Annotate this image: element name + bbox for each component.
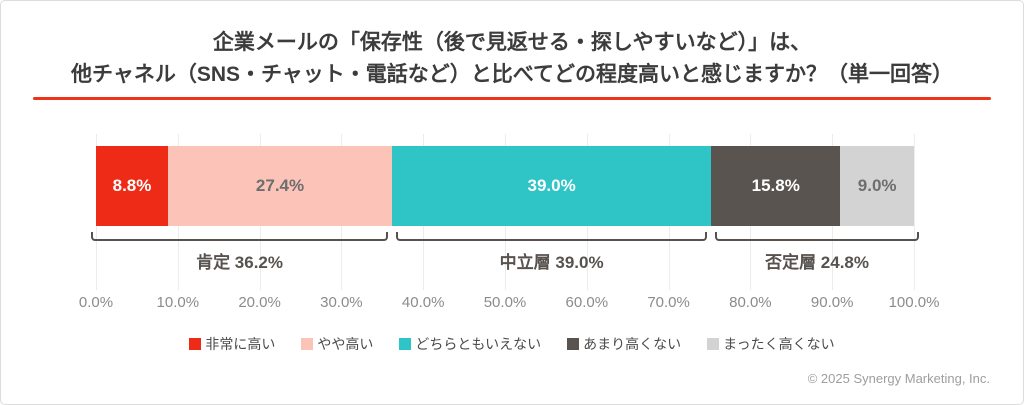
group-label-1: 肯定 36.2% <box>196 253 284 272</box>
x-tick-label-9: 90.0% <box>810 294 854 311</box>
legend-label-3: どちらともいえない <box>415 336 542 352</box>
legend: 非常に高い やや高い どちらともいえない あまり高くない まったく高くない <box>1 334 1023 354</box>
x-tick-label-1: 10.0% <box>156 294 200 311</box>
x-tick-label-0: 0.0% <box>78 294 114 311</box>
group-label-3: 否定層 24.8% <box>765 253 870 272</box>
legend-item-2: やや高い <box>301 334 373 354</box>
bar-segment-4: 15.8% <box>711 146 841 226</box>
legend-swatch-icon <box>399 338 412 350</box>
legend-swatch-icon <box>189 338 202 350</box>
legend-item-5: まったく高くない <box>707 334 835 354</box>
legend-item-4: あまり高くない <box>567 334 681 354</box>
chart-title: 企業メールの「保存性（後で見返せる・探しやすいなど）」は、 他チャネル（SNS・… <box>1 27 1023 91</box>
x-tick-label-3: 30.0% <box>320 294 363 311</box>
legend-label-5: まったく高くない <box>723 336 835 352</box>
title-underline <box>33 97 991 100</box>
legend-swatch-icon <box>567 338 580 350</box>
group-bracket-3 <box>715 232 919 241</box>
x-tick-label-4: 40.0% <box>401 294 445 311</box>
group-bracket-1 <box>91 232 389 241</box>
bar-segment-3: 39.0% <box>392 146 712 226</box>
x-tick-label-8: 80.0% <box>729 294 772 311</box>
bar-segment-5: 9.0% <box>840 146 914 226</box>
legend-swatch-icon <box>301 338 314 350</box>
bar-segment-2: 27.4% <box>167 146 393 226</box>
x-tick-label-2: 20.0% <box>238 294 281 311</box>
copyright-text: © 2025 Synergy Marketing, Inc. <box>807 371 990 386</box>
group-label-2: 中立層 39.0% <box>499 253 604 272</box>
legend-item-3: どちらともいえない <box>399 334 541 354</box>
chart-title-line2: 他チャネル（SNS・チャット・電話など）と比べてどの程度高いと感じますか？（単一… <box>71 63 953 86</box>
legend-item-1: 非常に高い <box>189 334 275 354</box>
x-tick-label-5: 50.0% <box>483 294 527 311</box>
x-tick-label-10: 100.0% <box>888 294 940 311</box>
x-tick-label-7: 70.0% <box>647 294 690 311</box>
stacked-bar: 8.8% 27.4% 39.0% 15.8% 9.0% <box>96 146 914 226</box>
gridline-10 <box>914 134 915 290</box>
bar-segment-1: 8.8% <box>96 146 168 226</box>
legend-swatch-icon <box>707 338 720 350</box>
legend-label-4: あまり高くない <box>583 336 682 352</box>
chart-title-line1: 企業メールの「保存性（後で見返せる・探しやすいなど）」は、 <box>212 31 812 54</box>
x-tick-label-6: 60.0% <box>565 294 609 311</box>
legend-label-1: 非常に高い <box>205 336 276 352</box>
legend-label-2: やや高い <box>317 336 374 352</box>
group-bracket-2 <box>396 232 708 241</box>
